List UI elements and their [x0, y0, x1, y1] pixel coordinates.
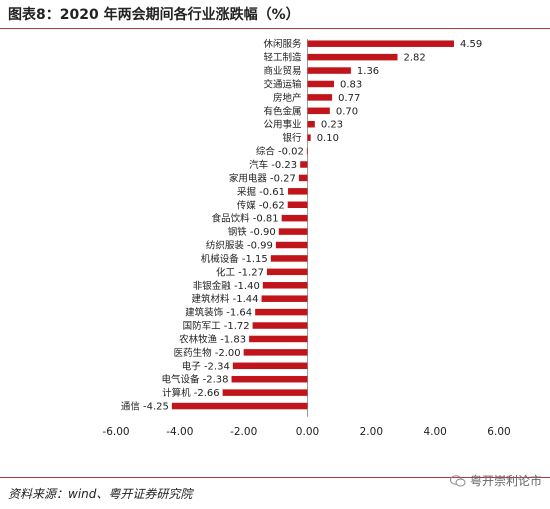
category-label-5: 有色金属 — [263, 105, 301, 117]
footer-rule — [0, 477, 550, 478]
category-label-14: 钢铁 — [228, 226, 248, 238]
title-underline — [0, 28, 550, 29]
category-label-17: 化工 — [216, 266, 236, 278]
value-label-2: 1.36 — [357, 66, 379, 77]
value-label-23: -2.00 — [215, 348, 241, 359]
value-label-0: 4.59 — [460, 39, 482, 50]
bar-9 — [300, 161, 308, 168]
bar-26 — [222, 389, 308, 396]
value-label-13: -0.81 — [253, 214, 279, 225]
x-tick-label-0: -6.00 — [102, 426, 129, 438]
category-label-20: 建筑装饰 — [185, 307, 223, 319]
bar-4 — [307, 94, 333, 101]
bar-10 — [298, 174, 308, 182]
category-label-10: 家用电器 — [229, 172, 268, 184]
value-label-25: -2.38 — [203, 375, 229, 386]
bar-1 — [307, 53, 398, 61]
category-label-13: 食品饮料 — [212, 213, 251, 225]
watermark: 粤开崇利论市 — [449, 472, 542, 489]
value-label-17: -1.27 — [238, 267, 264, 278]
bar-6 — [307, 120, 315, 128]
bar-25 — [231, 375, 308, 383]
value-label-24: -2.34 — [204, 361, 230, 372]
bar-8 — [306, 147, 308, 155]
bar-0 — [307, 40, 454, 47]
category-label-15: 纺织服装 — [206, 240, 245, 252]
category-label-2: 商业贸易 — [263, 65, 301, 77]
value-label-1: 2.82 — [404, 53, 426, 64]
category-label-4: 房地产 — [273, 92, 302, 104]
bar-12 — [287, 201, 308, 208]
value-label-7: 0.10 — [317, 133, 339, 144]
value-label-9: -0.23 — [271, 160, 297, 171]
category-label-24: 电子 — [182, 360, 202, 372]
value-label-8: -0.02 — [278, 147, 304, 158]
value-label-20: -1.64 — [226, 308, 252, 319]
category-label-16: 机械设备 — [201, 253, 240, 265]
bar-18 — [262, 282, 308, 289]
category-label-11: 采掘 — [237, 186, 256, 198]
x-tick-label-4: 2.00 — [360, 426, 383, 438]
value-label-3: 0.83 — [340, 79, 362, 90]
bar-23 — [243, 349, 308, 356]
value-label-12: -0.62 — [259, 200, 285, 211]
bar-13 — [281, 214, 308, 222]
category-label-12: 传媒 — [237, 199, 257, 211]
category-label-1: 轻工制造 — [263, 52, 302, 64]
source-note: 资料来源：wind、粤开证券研究院 — [8, 487, 193, 501]
value-label-11: -0.61 — [259, 187, 285, 198]
category-label-7: 银行 — [282, 132, 302, 144]
bar-20 — [255, 308, 308, 316]
value-label-10: -0.27 — [270, 173, 296, 184]
value-label-26: -2.66 — [194, 388, 220, 399]
category-label-23: 医药生物 — [174, 347, 213, 359]
category-label-22: 农林牧渔 — [179, 333, 218, 345]
category-label-19: 建筑材料 — [192, 293, 231, 305]
bar-21 — [252, 322, 308, 329]
value-label-14: -0.90 — [250, 227, 276, 238]
category-label-25: 电气设备 — [162, 374, 201, 386]
bar-24 — [232, 362, 308, 370]
bar-5 — [307, 107, 330, 115]
x-tick-label-5: 4.00 — [423, 426, 446, 438]
value-label-19: -1.44 — [233, 294, 259, 305]
bar-27 — [171, 402, 308, 410]
watermark-text: 粤开崇利论市 — [469, 474, 542, 488]
bar-11 — [288, 188, 308, 195]
x-tick-label-2: -2.00 — [230, 426, 257, 438]
value-label-16: -1.15 — [242, 254, 268, 265]
bar-15 — [275, 241, 308, 249]
category-label-0: 休闲服务 — [263, 38, 302, 50]
value-label-22: -1.83 — [220, 334, 246, 345]
bar-14 — [278, 228, 308, 235]
value-label-27: -4.25 — [143, 402, 169, 413]
category-label-9: 汽车 — [249, 159, 268, 171]
value-label-4: 0.77 — [338, 93, 360, 104]
chart-title: 图表8：2020 年两会期间各行业涨跌幅（%） — [8, 7, 300, 23]
category-label-3: 交通运输 — [263, 78, 302, 90]
value-label-6: 0.23 — [321, 120, 343, 131]
category-label-27: 通信 — [121, 401, 140, 413]
category-label-21: 国防军工 — [183, 320, 222, 332]
wechat-icon — [449, 474, 466, 486]
x-tick-label-6: 6.00 — [487, 426, 510, 438]
bar-17 — [266, 268, 308, 276]
value-label-15: -0.99 — [247, 241, 273, 252]
value-label-21: -1.72 — [224, 321, 250, 332]
value-label-18: -1.40 — [234, 281, 260, 292]
value-label-5: 0.70 — [336, 106, 358, 117]
category-label-26: 计算机 — [162, 387, 191, 399]
bar-19 — [261, 295, 308, 302]
category-label-6: 公用事业 — [263, 119, 301, 131]
category-label-8: 综合 — [256, 146, 276, 158]
category-label-18: 非银金融 — [193, 280, 232, 292]
x-tick-label-3: 0.00 — [296, 426, 319, 438]
bar-16 — [270, 255, 308, 262]
bar-3 — [307, 80, 334, 88]
x-tick-label-1: -4.00 — [166, 426, 193, 438]
bar-22 — [249, 335, 308, 343]
bar-7 — [307, 134, 311, 141]
bar-2 — [307, 67, 351, 74]
